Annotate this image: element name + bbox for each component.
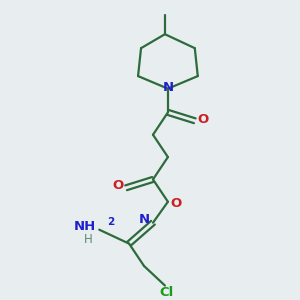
Text: N: N (139, 213, 150, 226)
Text: N: N (162, 81, 173, 94)
Text: O: O (171, 196, 182, 210)
Text: NH: NH (74, 220, 96, 233)
Text: 2: 2 (107, 217, 114, 227)
Text: Cl: Cl (159, 286, 173, 299)
Text: H: H (83, 233, 92, 246)
Text: O: O (197, 113, 209, 126)
Text: O: O (112, 179, 123, 192)
